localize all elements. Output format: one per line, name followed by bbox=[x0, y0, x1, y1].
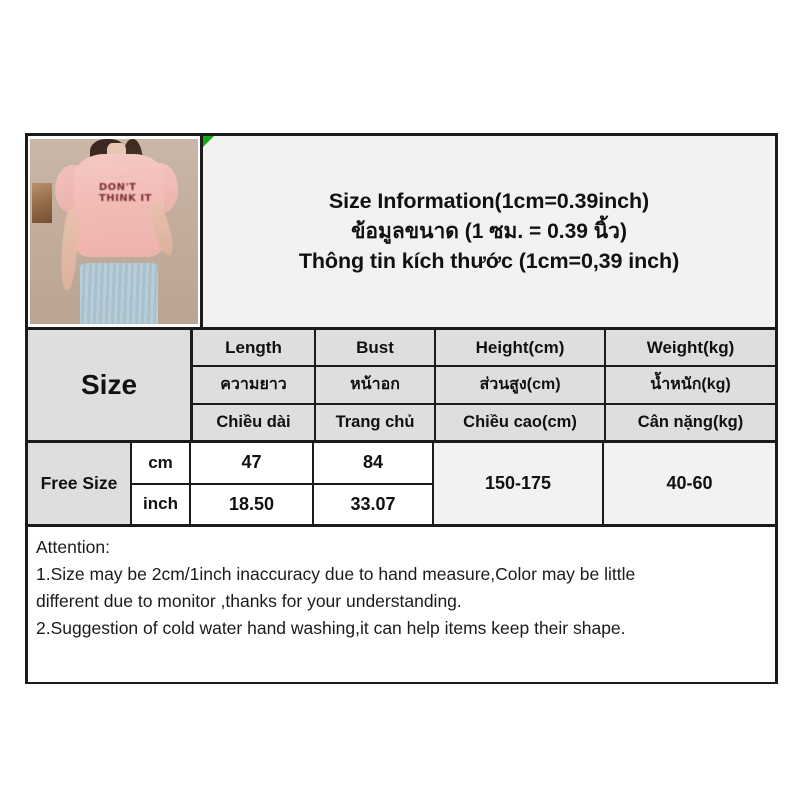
title-english: Size Information(1cm=0.39inch) bbox=[328, 189, 650, 214]
bust-inch-value: 33.07 bbox=[314, 484, 432, 524]
chart-header-band: DON'T THINK IT Size Information(1cm=0.39… bbox=[28, 136, 775, 330]
corner-flag-icon bbox=[203, 136, 214, 147]
title-cell: Size Information(1cm=0.39inch) ข้อมูลขนา… bbox=[203, 136, 775, 327]
attention-line-2: different due to monitor ,thanks for you… bbox=[36, 591, 462, 612]
weight-range-value: 40-60 bbox=[604, 443, 775, 524]
header-length-th: ความยาว bbox=[193, 367, 316, 403]
row-length-column: 47 18.50 bbox=[191, 443, 314, 524]
header-length-en: Length bbox=[193, 330, 316, 366]
header-bust-en: Bust bbox=[316, 330, 436, 366]
header-height-vi: Chiều cao(cm) bbox=[436, 404, 606, 440]
unit-cm: cm bbox=[132, 443, 189, 485]
bust-cm-value: 84 bbox=[314, 443, 432, 485]
header-height-th: ส่วนสูง(cm) bbox=[436, 367, 606, 403]
photo-shirt-print-text: DON'T THINK IT bbox=[98, 181, 152, 204]
height-range-value: 150-175 bbox=[434, 443, 604, 524]
row-size-label: Free Size bbox=[28, 443, 132, 524]
product-photo-cell: DON'T THINK IT bbox=[28, 136, 203, 327]
header-row-english: Length Bust Height(cm) Weight(kg) bbox=[193, 330, 775, 368]
header-weight-th: น้ำหนัก(kg) bbox=[606, 367, 775, 403]
header-weight-en: Weight(kg) bbox=[606, 330, 775, 366]
photo-model-jeans bbox=[80, 262, 158, 324]
photo-model-arm-left bbox=[59, 208, 80, 292]
header-weight-vi: Cân nặng(kg) bbox=[606, 404, 775, 440]
length-cm-value: 47 bbox=[191, 443, 312, 485]
header-bust-th: หน้าอก bbox=[316, 367, 436, 403]
header-length-vi: Chiều dài bbox=[193, 404, 316, 440]
title-vietnamese: Thông tin kích thước (1cm=0,39 inch) bbox=[298, 249, 680, 274]
table-row: Free Size cm inch 47 18.50 84 33.07 150-… bbox=[28, 443, 775, 527]
row-unit-column: cm inch bbox=[132, 443, 191, 524]
size-chart: DON'T THINK IT Size Information(1cm=0.39… bbox=[25, 133, 778, 684]
unit-inch: inch bbox=[132, 484, 189, 524]
attention-line-3: 2.Suggestion of cold water hand washing,… bbox=[36, 618, 626, 639]
attention-line-1: 1.Size may be 2cm/1inch inaccuracy due t… bbox=[36, 564, 636, 585]
length-inch-value: 18.50 bbox=[191, 484, 312, 524]
header-row-thai: ความยาว หน้าอก ส่วนสูง(cm) น้ำหนัก(kg) bbox=[193, 367, 775, 405]
attention-block: Attention: 1.Size may be 2cm/1inch inacc… bbox=[28, 527, 775, 682]
header-height-en: Height(cm) bbox=[436, 330, 606, 366]
header-row-vietnamese: Chiều dài Trang chủ Chiều cao(cm) Cân nặ… bbox=[193, 404, 775, 440]
size-column-header: Size bbox=[28, 330, 193, 440]
table-header-band: Size Length Bust Height(cm) Weight(kg) ค… bbox=[28, 330, 775, 443]
header-rows: Length Bust Height(cm) Weight(kg) ความยา… bbox=[193, 330, 775, 440]
photo-background-frame bbox=[32, 183, 52, 223]
title-thai: ข้อมูลขนาด (1 ซม. = 0.39 นิ้ว) bbox=[351, 219, 627, 243]
row-bust-column: 84 33.07 bbox=[314, 443, 434, 524]
product-photo: DON'T THINK IT bbox=[30, 139, 198, 324]
attention-heading: Attention: bbox=[36, 537, 110, 557]
header-bust-vi: Trang chủ bbox=[316, 404, 436, 440]
